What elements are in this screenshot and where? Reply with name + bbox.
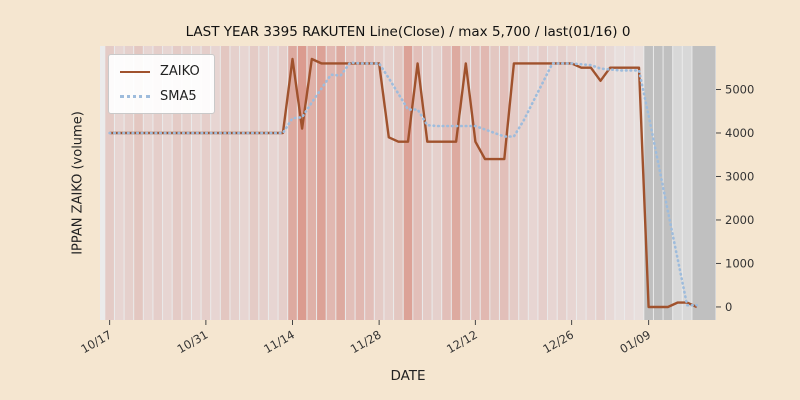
- x-tick-label: 01/09: [617, 327, 653, 356]
- band-gray: [692, 46, 716, 320]
- band-red: [240, 46, 249, 320]
- band-gray: [653, 46, 663, 320]
- x-tick-label: 10/17: [78, 327, 114, 356]
- band-red: [345, 46, 355, 320]
- band-red: [586, 46, 596, 320]
- y-tick-label: 4000: [725, 126, 754, 140]
- band-red: [557, 46, 567, 320]
- band-red: [182, 46, 191, 320]
- band-red: [432, 46, 442, 320]
- band-red: [191, 46, 201, 320]
- band-red: [461, 46, 471, 320]
- band-red: [355, 46, 365, 320]
- band-red: [384, 46, 394, 320]
- x-tick-label: 11/28: [348, 327, 384, 356]
- sma5-line: [108, 61, 699, 307]
- band-red: [365, 46, 374, 320]
- band-red: [268, 46, 278, 320]
- band-red: [422, 46, 432, 320]
- band-red: [471, 46, 480, 320]
- band-red: [615, 46, 625, 320]
- band-red: [634, 46, 644, 320]
- y-axis-label: IPPAN ZAIKO (volume): [70, 111, 86, 255]
- band-red: [105, 46, 114, 320]
- band-red: [220, 46, 230, 320]
- band-red: [548, 46, 557, 320]
- legend-item-zaiko: ZAIKO: [120, 64, 200, 79]
- band-red: [259, 46, 268, 320]
- band-red: [153, 46, 163, 320]
- y-tick-label: 5000: [725, 82, 754, 96]
- band-red: [249, 46, 259, 320]
- band-red: [625, 46, 634, 320]
- band-gray: [673, 46, 682, 320]
- legend-item-sma5: SMA5: [120, 89, 200, 104]
- band-red: [143, 46, 153, 320]
- band-red: [596, 46, 605, 320]
- band-red: [374, 46, 384, 320]
- x-tick-label: 12/12: [444, 327, 480, 356]
- band-red: [326, 46, 336, 320]
- band-red: [576, 46, 586, 320]
- x-tick-label: 12/26: [540, 327, 576, 356]
- band-red: [499, 46, 509, 320]
- legend: ZAIKO SMA5: [108, 54, 215, 114]
- band-red: [509, 46, 519, 320]
- legend-label-sma5: SMA5: [160, 89, 197, 104]
- band-red: [519, 46, 528, 320]
- band-red: [403, 46, 413, 320]
- band-red: [442, 46, 451, 320]
- band-red: [567, 46, 576, 320]
- sma5-line-sample-icon: [120, 95, 150, 98]
- band-red: [394, 46, 403, 320]
- band-red: [172, 46, 182, 320]
- band-red: [528, 46, 538, 320]
- band-gray: [682, 46, 692, 320]
- chart-title: LAST YEAR 3395 RAKUTEN Line(Close) / max…: [185, 24, 631, 40]
- band-red: [451, 46, 461, 320]
- band-red: [307, 46, 317, 320]
- band-red: [201, 46, 211, 320]
- band-red: [490, 46, 499, 320]
- band-red: [211, 46, 220, 320]
- band-red: [230, 46, 240, 320]
- band-red: [317, 46, 326, 320]
- x-tick-label: 11/14: [261, 327, 297, 356]
- band-red: [336, 46, 345, 320]
- y-tick-label: 1000: [725, 256, 754, 270]
- band-red: [605, 46, 615, 320]
- x-tick-label: 10/31: [175, 327, 211, 356]
- band-red: [288, 46, 297, 320]
- band-red: [134, 46, 143, 320]
- band-red: [114, 46, 124, 320]
- band-red: [480, 46, 490, 320]
- band-red: [297, 46, 307, 320]
- band-red: [538, 46, 548, 320]
- band-gray: [644, 46, 653, 320]
- band-red: [413, 46, 422, 320]
- band-red: [278, 46, 288, 320]
- band-red: [163, 46, 172, 320]
- band-gray: [663, 46, 673, 320]
- x-axis-label: DATE: [390, 368, 426, 384]
- legend-label-zaiko: ZAIKO: [160, 64, 200, 79]
- y-tick-label: 0: [725, 300, 732, 314]
- y-tick-label: 3000: [725, 169, 754, 183]
- y-tick-label: 2000: [725, 213, 754, 227]
- band-red: [124, 46, 134, 320]
- zaiko-line-sample-icon: [120, 70, 150, 73]
